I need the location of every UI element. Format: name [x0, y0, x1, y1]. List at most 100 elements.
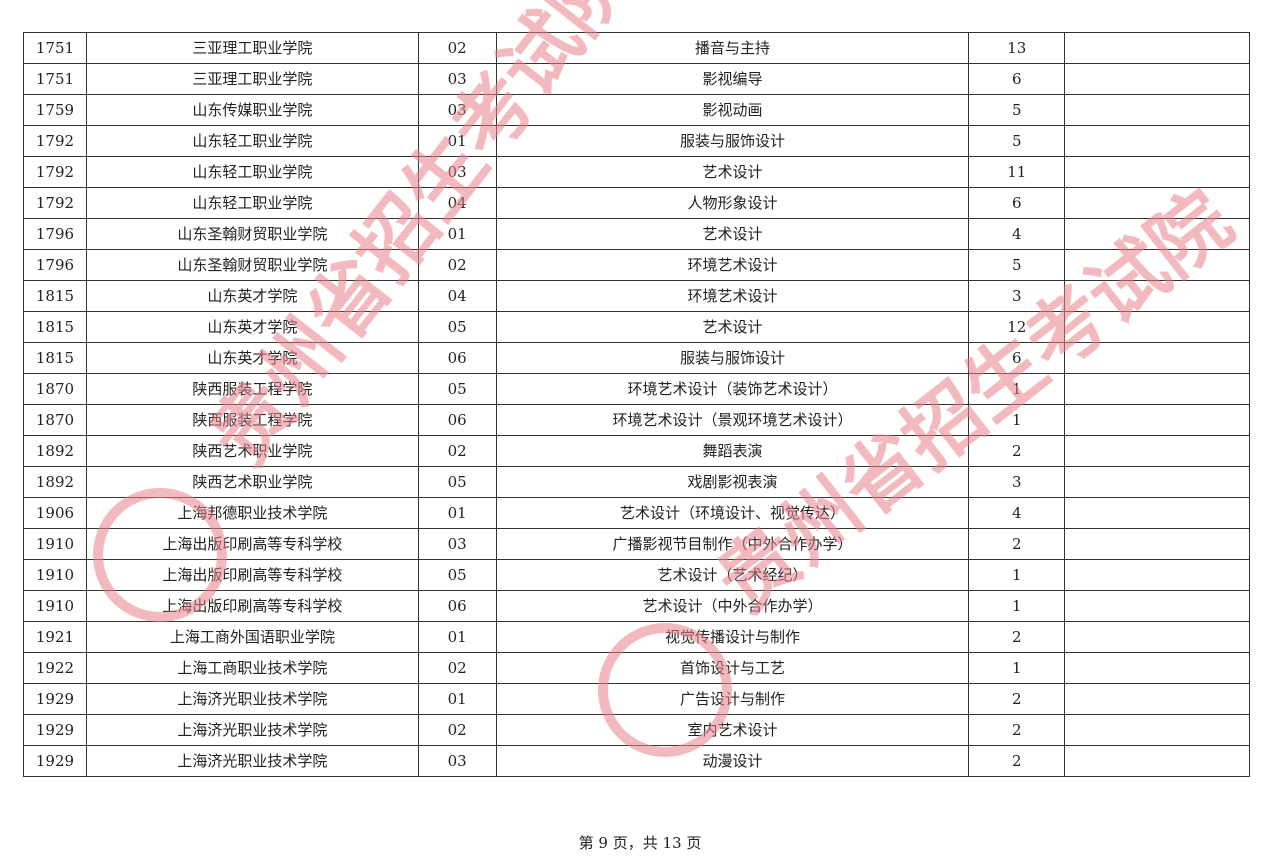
- cell-major-code: 02: [417, 652, 497, 684]
- cell-major-code: 02: [417, 435, 497, 467]
- cell-remark: [1064, 63, 1250, 95]
- cell-school: 山东英才学院: [85, 280, 419, 312]
- cell-code: 1929: [23, 745, 87, 777]
- cell-remark: [1064, 280, 1250, 312]
- cell-code: 1815: [23, 311, 87, 343]
- cell-plan-count: 2: [968, 435, 1066, 467]
- cell-plan-count: 1: [968, 559, 1066, 591]
- cell-remark: [1064, 621, 1250, 653]
- cell-code: 1906: [23, 497, 87, 529]
- cell-code: 1759: [23, 94, 87, 126]
- cell-school: 上海工商外国语职业学院: [85, 621, 419, 653]
- cell-school: 山东圣翰财贸职业学院: [85, 249, 419, 281]
- table-row: 1921 上海工商外国语职业学院 01 视觉传播设计与制作 2: [23, 621, 1250, 653]
- cell-plan-count: 2: [968, 621, 1066, 653]
- cell-code: 1792: [23, 125, 87, 157]
- table-row: 1792 山东轻工职业学院 04 人物形象设计 6: [23, 187, 1250, 219]
- cell-code: 1751: [23, 32, 87, 64]
- table-row: 1796 山东圣翰财贸职业学院 02 环境艺术设计 5: [23, 249, 1250, 281]
- cell-plan-count: 5: [968, 249, 1066, 281]
- cell-school: 山东英才学院: [85, 311, 419, 343]
- cell-major-name: 环境艺术设计: [495, 280, 970, 312]
- cell-major-name: 室内艺术设计: [495, 714, 970, 746]
- cell-school: 上海出版印刷高等专科学校: [85, 559, 419, 591]
- cell-major-code: 02: [417, 714, 497, 746]
- table-row: 1759 山东传媒职业学院 03 影视动画 5: [23, 94, 1250, 126]
- table-row: 1751 三亚理工职业学院 02 播音与主持 13: [23, 32, 1250, 64]
- cell-major-name: 艺术设计（中外合作办学）: [495, 590, 970, 622]
- cell-school: 三亚理工职业学院: [85, 63, 419, 95]
- cell-remark: [1064, 404, 1250, 436]
- page-footer: 第 9 页，共 13 页: [578, 834, 702, 852]
- cell-plan-count: 4: [968, 497, 1066, 529]
- cell-major-name: 视觉传播设计与制作: [495, 621, 970, 653]
- cell-school: 三亚理工职业学院: [85, 32, 419, 64]
- cell-school: 山东轻工职业学院: [85, 156, 419, 188]
- cell-major-code: 06: [417, 342, 497, 374]
- cell-major-name: 环境艺术设计（装饰艺术设计）: [495, 373, 970, 405]
- cell-code: 1929: [23, 714, 87, 746]
- cell-remark: [1064, 435, 1250, 467]
- cell-remark: [1064, 311, 1250, 343]
- cell-major-code: 03: [417, 156, 497, 188]
- cell-plan-count: 12: [968, 311, 1066, 343]
- table-row: 1910 上海出版印刷高等专科学校 05 艺术设计（艺术经纪） 1: [23, 559, 1250, 591]
- cell-school: 上海济光职业技术学院: [85, 745, 419, 777]
- cell-major-code: 03: [417, 745, 497, 777]
- cell-plan-count: 4: [968, 218, 1066, 250]
- table-row: 1892 陕西艺术职业学院 02 舞蹈表演 2: [23, 435, 1250, 467]
- cell-major-name: 艺术设计: [495, 311, 970, 343]
- cell-plan-count: 3: [968, 466, 1066, 498]
- cell-remark: [1064, 590, 1250, 622]
- table-row: 1815 山东英才学院 05 艺术设计 12: [23, 311, 1250, 343]
- cell-school: 陕西服装工程学院: [85, 404, 419, 436]
- cell-remark: [1064, 125, 1250, 157]
- cell-code: 1870: [23, 373, 87, 405]
- cell-school: 上海济光职业技术学院: [85, 683, 419, 715]
- cell-major-name: 艺术设计: [495, 218, 970, 250]
- cell-major-name: 艺术设计: [495, 156, 970, 188]
- table-row: 1929 上海济光职业技术学院 03 动漫设计 2: [23, 745, 1250, 777]
- table-row: 1910 上海出版印刷高等专科学校 03 广播影视节目制作（中外合作办学） 2: [23, 528, 1250, 560]
- cell-plan-count: 6: [968, 63, 1066, 95]
- table-row: 1910 上海出版印刷高等专科学校 06 艺术设计（中外合作办学） 1: [23, 590, 1250, 622]
- cell-major-code: 01: [417, 683, 497, 715]
- cell-plan-count: 1: [968, 652, 1066, 684]
- cell-plan-count: 5: [968, 94, 1066, 126]
- cell-code: 1910: [23, 528, 87, 560]
- cell-major-code: 01: [417, 218, 497, 250]
- cell-code: 1792: [23, 187, 87, 219]
- cell-major-code: 01: [417, 497, 497, 529]
- table-row: 1929 上海济光职业技术学院 01 广告设计与制作 2: [23, 683, 1250, 715]
- cell-school: 山东圣翰财贸职业学院: [85, 218, 419, 250]
- cell-major-code: 05: [417, 373, 497, 405]
- table-row: 1870 陕西服装工程学院 06 环境艺术设计（景观环境艺术设计） 1: [23, 404, 1250, 436]
- cell-remark: [1064, 94, 1250, 126]
- cell-code: 1910: [23, 590, 87, 622]
- cell-major-name: 环境艺术设计（景观环境艺术设计）: [495, 404, 970, 436]
- cell-code: 1870: [23, 404, 87, 436]
- cell-plan-count: 3: [968, 280, 1066, 312]
- cell-plan-count: 1: [968, 590, 1066, 622]
- cell-remark: [1064, 497, 1250, 529]
- cell-remark: [1064, 559, 1250, 591]
- enrollment-table: 1751 三亚理工职业学院 02 播音与主持 13 1751 三亚理工职业学院 03 影视编导 6…: [23, 32, 1250, 777]
- cell-code: 1892: [23, 466, 87, 498]
- cell-major-name: 艺术设计（环境设计、视觉传达）: [495, 497, 970, 529]
- cell-code: 1815: [23, 280, 87, 312]
- cell-major-name: 首饰设计与工艺: [495, 652, 970, 684]
- cell-plan-count: 13: [968, 32, 1066, 64]
- cell-remark: [1064, 683, 1250, 715]
- cell-plan-count: 6: [968, 342, 1066, 374]
- cell-major-name: 广播影视节目制作（中外合作办学）: [495, 528, 970, 560]
- cell-school: 陕西服装工程学院: [85, 373, 419, 405]
- table-row: 1922 上海工商职业技术学院 02 首饰设计与工艺 1: [23, 652, 1250, 684]
- cell-school: 上海出版印刷高等专科学校: [85, 590, 419, 622]
- cell-plan-count: 1: [968, 373, 1066, 405]
- cell-code: 1796: [23, 249, 87, 281]
- cell-code: 1815: [23, 342, 87, 374]
- cell-remark: [1064, 156, 1250, 188]
- cell-plan-count: 2: [968, 745, 1066, 777]
- cell-major-code: 03: [417, 94, 497, 126]
- cell-major-name: 舞蹈表演: [495, 435, 970, 467]
